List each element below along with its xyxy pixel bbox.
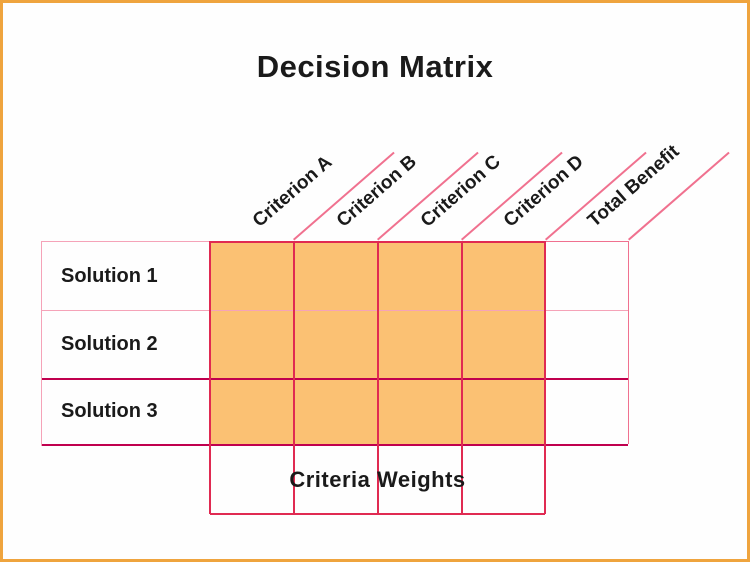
grid-line bbox=[545, 241, 628, 242]
grid-line bbox=[628, 241, 629, 444]
grid-line bbox=[461, 241, 463, 514]
grid-line bbox=[41, 241, 210, 242]
grid-line bbox=[41, 444, 628, 446]
column-header-criterion-d: Criterion D bbox=[499, 151, 588, 232]
column-header-total-benefit: Total Benefit bbox=[583, 141, 684, 232]
column-header-criterion-a: Criterion A bbox=[248, 151, 337, 232]
grid-line bbox=[209, 241, 211, 514]
criteria-weights-label: Criteria Weights bbox=[289, 467, 466, 492]
row-label-solution-3: Solution 3 bbox=[61, 400, 158, 422]
grid-line bbox=[293, 241, 295, 514]
grid-line bbox=[544, 241, 546, 514]
grid-line bbox=[377, 241, 379, 514]
page-title: Decision Matrix bbox=[256, 49, 494, 84]
grid-line bbox=[41, 310, 628, 311]
row-label-solution-2: Solution 2 bbox=[61, 333, 158, 355]
row-label-solution-1: Solution 1 bbox=[61, 264, 158, 287]
grid-line bbox=[41, 378, 628, 380]
grid-line bbox=[41, 241, 42, 446]
